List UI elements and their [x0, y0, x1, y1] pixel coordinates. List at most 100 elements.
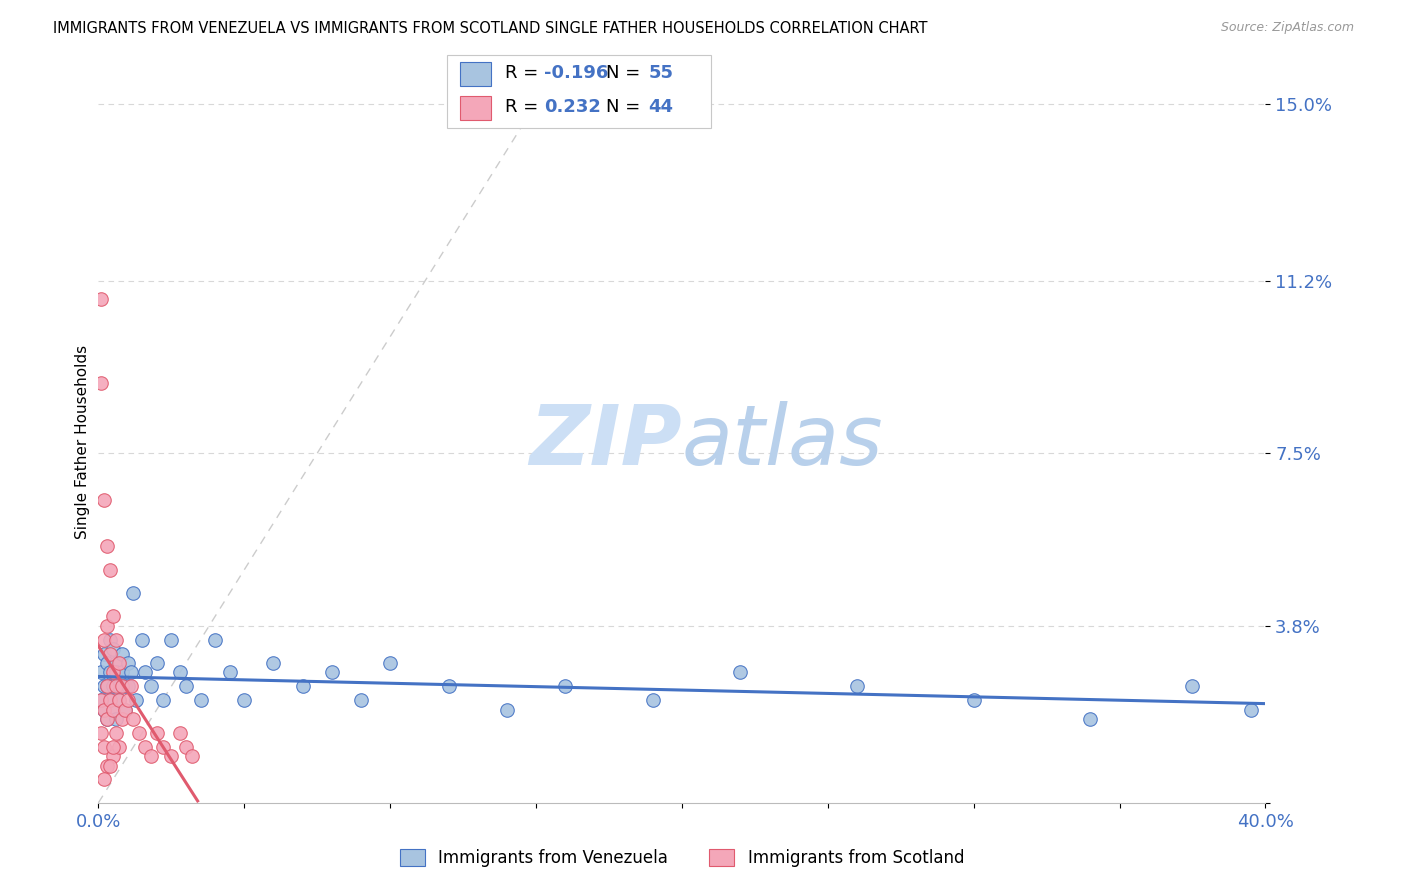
Point [174, 739, 197, 754]
Point [190, 693, 212, 707]
Point [96, 679, 118, 693]
Point [98, 693, 121, 707]
Point [93, 772, 115, 787]
Point [641, 693, 664, 707]
Y-axis label: Single Father Households: Single Father Households [75, 344, 90, 539]
Point [93, 679, 115, 693]
Text: 44: 44 [648, 98, 673, 116]
Point [108, 693, 131, 707]
Point [101, 642, 124, 657]
Point [146, 656, 169, 670]
Point [152, 739, 174, 754]
Point [93, 739, 115, 754]
Text: ZIP: ZIP [529, 401, 682, 482]
Text: 55: 55 [648, 64, 673, 82]
Point [93, 702, 115, 716]
Point [122, 586, 145, 600]
Text: N =: N = [606, 64, 645, 82]
Point [108, 656, 131, 670]
Point [204, 632, 226, 647]
Point [111, 712, 134, 726]
Point [98, 632, 121, 647]
Point [98, 693, 121, 707]
Point [180, 749, 202, 764]
Point [134, 739, 156, 754]
Point [120, 679, 142, 693]
Text: IMMIGRANTS FROM VENEZUELA VS IMMIGRANTS FROM SCOTLAND SINGLE FATHER HOUSEHOLDS C: IMMIGRANTS FROM VENEZUELA VS IMMIGRANTS … [53, 21, 928, 36]
Point [101, 739, 124, 754]
Point [169, 726, 191, 740]
Point [98, 758, 121, 772]
Point [96, 618, 118, 632]
Point [437, 679, 460, 693]
Point [169, 665, 191, 680]
Point [846, 679, 869, 693]
Point [90, 665, 112, 680]
Point [93, 647, 115, 661]
Text: -0.196: -0.196 [544, 64, 609, 82]
Point [98, 665, 121, 680]
Point [1240, 702, 1263, 716]
Point [117, 656, 139, 670]
Point [96, 712, 118, 726]
Point [131, 632, 153, 647]
Point [380, 656, 402, 670]
Point [496, 702, 519, 716]
Point [104, 665, 127, 680]
Point [134, 665, 156, 680]
Point [93, 492, 115, 507]
Point [108, 693, 131, 707]
Point [291, 679, 314, 693]
Text: N =: N = [606, 98, 645, 116]
Point [114, 679, 136, 693]
Point [146, 726, 169, 740]
Point [96, 540, 118, 554]
Point [104, 632, 127, 647]
Point [93, 702, 115, 716]
Point [101, 679, 124, 693]
Point [104, 679, 127, 693]
Point [139, 679, 162, 693]
Point [350, 693, 373, 707]
Point [160, 749, 183, 764]
Point [139, 749, 162, 764]
Point [233, 693, 256, 707]
Point [117, 679, 139, 693]
Point [104, 726, 127, 740]
Point [1181, 679, 1204, 693]
Text: 0.232: 0.232 [544, 98, 600, 116]
Point [104, 712, 127, 726]
Text: R =: R = [505, 64, 544, 82]
Point [101, 702, 124, 716]
Legend: Immigrants from Venezuela, Immigrants from Scotland: Immigrants from Venezuela, Immigrants fr… [392, 842, 972, 874]
Point [117, 693, 139, 707]
Point [111, 665, 134, 680]
Point [554, 679, 576, 693]
Point [114, 702, 136, 716]
Point [262, 656, 284, 670]
Point [90, 693, 112, 707]
Point [108, 739, 131, 754]
Point [128, 726, 150, 740]
Point [96, 758, 118, 772]
Text: atlas: atlas [682, 401, 883, 482]
Point [90, 726, 112, 740]
Point [174, 679, 197, 693]
Point [90, 293, 112, 307]
Point [111, 679, 134, 693]
Point [96, 679, 118, 693]
Point [962, 693, 984, 707]
Point [101, 665, 124, 680]
Point [1080, 712, 1102, 726]
Point [93, 632, 115, 647]
Point [90, 693, 112, 707]
Text: R =: R = [505, 98, 544, 116]
Point [111, 647, 134, 661]
Point [218, 665, 240, 680]
Point [160, 632, 183, 647]
Point [321, 665, 343, 680]
Point [152, 693, 174, 707]
Point [98, 563, 121, 577]
Point [90, 376, 112, 391]
Point [101, 749, 124, 764]
